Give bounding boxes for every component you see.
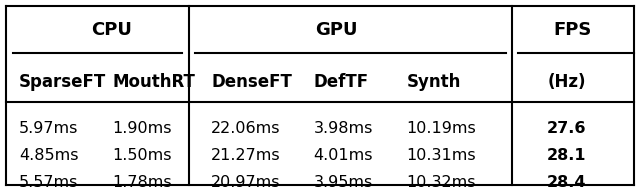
Text: 5.97ms: 5.97ms bbox=[19, 121, 79, 136]
Text: FPS: FPS bbox=[554, 21, 592, 39]
Text: GPU: GPU bbox=[315, 21, 357, 39]
Text: 1.78ms: 1.78ms bbox=[112, 175, 172, 189]
Text: DefTF: DefTF bbox=[314, 73, 369, 91]
Text: 1.90ms: 1.90ms bbox=[112, 121, 172, 136]
Text: 20.97ms: 20.97ms bbox=[211, 175, 281, 189]
Text: 10.32ms: 10.32ms bbox=[406, 175, 476, 189]
Text: 28.1: 28.1 bbox=[547, 148, 587, 163]
Text: 27.6: 27.6 bbox=[547, 121, 587, 136]
Text: 21.27ms: 21.27ms bbox=[211, 148, 281, 163]
Text: 1.50ms: 1.50ms bbox=[112, 148, 172, 163]
Text: DenseFT: DenseFT bbox=[211, 73, 292, 91]
Text: MouthRT: MouthRT bbox=[112, 73, 195, 91]
Text: 3.98ms: 3.98ms bbox=[314, 121, 373, 136]
Text: 4.85ms: 4.85ms bbox=[19, 148, 79, 163]
Text: 4.01ms: 4.01ms bbox=[314, 148, 373, 163]
Text: 3.95ms: 3.95ms bbox=[314, 175, 373, 189]
Text: CPU: CPU bbox=[92, 21, 132, 39]
Text: 10.31ms: 10.31ms bbox=[406, 148, 476, 163]
Text: 5.57ms: 5.57ms bbox=[19, 175, 79, 189]
Text: 28.4: 28.4 bbox=[547, 175, 587, 189]
Text: (Hz): (Hz) bbox=[547, 73, 586, 91]
Text: SparseFT: SparseFT bbox=[19, 73, 106, 91]
Text: Synth: Synth bbox=[406, 73, 461, 91]
Text: 10.19ms: 10.19ms bbox=[406, 121, 476, 136]
Text: 22.06ms: 22.06ms bbox=[211, 121, 281, 136]
